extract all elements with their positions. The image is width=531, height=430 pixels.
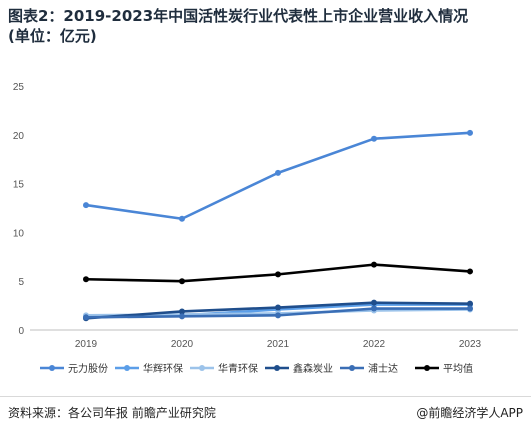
legend-marker [424, 365, 430, 371]
data-point [179, 308, 185, 315]
legend-label: 元力股份 [68, 362, 108, 375]
legend-marker [274, 365, 280, 371]
y-tick-label: 10 [13, 228, 25, 239]
data-point [371, 299, 377, 306]
chart-title-line2: (单位：亿元) [8, 27, 97, 45]
data-point [467, 305, 473, 312]
legend-marker [124, 365, 130, 371]
y-tick-label: 15 [13, 180, 25, 191]
legend-label: 华青环保 [218, 362, 258, 375]
legend-label: 浦士达 [368, 362, 398, 375]
data-point [275, 169, 281, 176]
source-note: 资料来源：各公司年报 前瞻产业研究院 [8, 406, 216, 420]
data-point [467, 129, 473, 136]
legend-label: 华辉环保 [143, 362, 183, 375]
y-tick-label: 5 [18, 277, 24, 288]
legend-label: 鑫森炭业 [293, 362, 333, 375]
data-point [467, 300, 473, 307]
legend-marker [49, 365, 55, 371]
x-tick-label: 2020 [171, 339, 194, 350]
data-point [275, 304, 281, 311]
footer-divider [0, 396, 531, 397]
x-tick-label: 2021 [267, 339, 290, 350]
data-point [371, 135, 377, 142]
x-tick-label: 2023 [459, 339, 482, 350]
legend-label: 平均值 [443, 362, 473, 375]
y-tick-label: 20 [13, 131, 25, 142]
legend-marker [349, 365, 355, 371]
chart-title-line1: 图表2：2019-2023年中国活性炭行业代表性上市企业营业收入情况 [8, 7, 469, 25]
data-point [275, 271, 281, 278]
line-chart: 0 5 10 15 20 25 2019 2020 2021 2022 2023 元力股份 华辉环保 华青… [13, 82, 518, 375]
x-tick-label: 2022 [363, 339, 386, 350]
brand-note: @前瞻经济学人APP [416, 406, 523, 420]
chart-title: 图表2：2019-2023年中国活性炭行业代表性上市企业营业收入情况 (单位：亿… [8, 6, 523, 46]
data-point [179, 278, 185, 285]
y-tick-label: 25 [13, 82, 25, 93]
data-point [371, 305, 377, 312]
data-point [179, 313, 185, 320]
data-point [179, 215, 185, 222]
data-point [83, 314, 89, 321]
data-point [83, 202, 89, 209]
legend-marker [199, 365, 205, 371]
y-tick-label: 0 [18, 326, 24, 337]
x-tick-label: 2019 [75, 339, 98, 350]
data-point [371, 261, 377, 268]
data-point [83, 276, 89, 283]
data-point [467, 268, 473, 275]
data-point [275, 312, 281, 319]
